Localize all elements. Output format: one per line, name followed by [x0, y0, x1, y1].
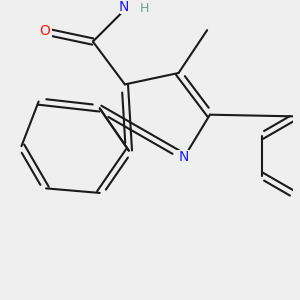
Text: N: N — [179, 150, 190, 164]
Text: O: O — [39, 24, 50, 38]
Bar — [176, 150, 192, 164]
Text: N: N — [119, 0, 130, 14]
Bar — [36, 24, 52, 38]
Bar — [120, 0, 146, 14]
Text: H: H — [140, 2, 149, 15]
